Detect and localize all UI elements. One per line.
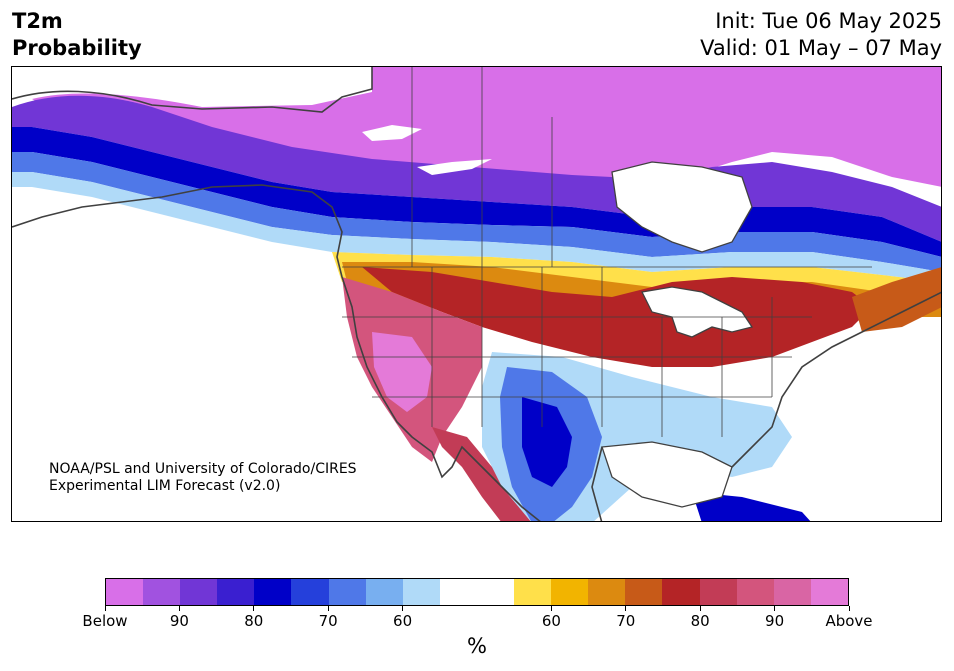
credit-line-2: Experimental LIM Forecast (v2.0) xyxy=(49,478,281,494)
colorbar-tick-label: Below xyxy=(82,612,128,630)
colorbar-tick-label: 80 xyxy=(244,612,264,630)
title-line-2: Probability xyxy=(12,36,142,60)
valid-date-range: Valid: 01 May – 07 May xyxy=(700,36,942,60)
colorbar-segment xyxy=(514,579,552,605)
probability-map xyxy=(11,66,942,522)
colorbar-segment xyxy=(291,579,329,605)
colorbar-tick-mark xyxy=(104,606,106,611)
light-blue-band xyxy=(12,172,941,282)
map-canvas xyxy=(12,67,941,521)
title-line-1: T2m xyxy=(12,9,63,33)
colorbar-tick-label: 60 xyxy=(541,612,561,630)
colorbar-segment xyxy=(699,579,737,605)
colorbar-segment xyxy=(810,579,848,605)
colorbar-segment xyxy=(476,579,515,605)
colorbar-tick-mark xyxy=(550,606,552,611)
colorbar-tick-mark xyxy=(253,606,255,611)
colorbar-tick-mark xyxy=(327,606,329,611)
south-central-cold-core xyxy=(522,397,572,487)
colorbar-segment xyxy=(365,579,403,605)
gulf-of-mexico xyxy=(601,441,733,508)
map-title: T2m Probability xyxy=(12,8,142,62)
mexico-warm-region xyxy=(432,427,531,521)
colorbar-tick-label: 60 xyxy=(393,612,413,630)
credit-line-1: NOAA/PSL and University of Colorado/CIRE… xyxy=(49,461,357,477)
colorbar-tick-mark xyxy=(848,606,850,611)
colorbar-segment xyxy=(328,579,366,605)
colorbar-segment xyxy=(625,579,663,605)
colorbar-tick-mark xyxy=(625,606,627,611)
colorbar-segment xyxy=(143,579,181,605)
colorbar-segment xyxy=(662,579,700,605)
colorbar-segment xyxy=(402,579,440,605)
colorbar-segment xyxy=(773,579,811,605)
colorbar-segment xyxy=(106,579,144,605)
colorbar-tick-mark xyxy=(699,606,701,611)
hudson-bay xyxy=(611,161,753,253)
colorbar-tick-mark xyxy=(178,606,180,611)
colorbar-segment xyxy=(736,579,774,605)
colorbar-tick-label: Above xyxy=(825,612,873,630)
colorbar-unit: % xyxy=(467,634,487,658)
credit-text: NOAA/PSL and University of Colorado/CIRE… xyxy=(49,461,357,495)
init-date: Init: Tue 06 May 2025 xyxy=(715,9,942,33)
colorbar-tick-label: 80 xyxy=(690,612,710,630)
coastline xyxy=(12,67,941,521)
western-above-region xyxy=(372,332,432,412)
colorbar-tick-mark xyxy=(402,606,404,611)
great-bear-lake xyxy=(362,125,422,141)
caribbean-cold-region xyxy=(692,492,811,521)
colorbar-segment xyxy=(180,579,218,605)
colorbar-segment xyxy=(588,579,626,605)
colorbar-segment xyxy=(254,579,292,605)
colorbar-tick-label: 90 xyxy=(169,612,189,630)
colorbar-segment xyxy=(217,579,255,605)
colorbar-segment xyxy=(551,579,589,605)
forecast-dates: Init: Tue 06 May 2025 Valid: 01 May – 07… xyxy=(700,8,942,62)
political-boundaries xyxy=(342,67,872,437)
colorbar-tick-label: 90 xyxy=(765,612,785,630)
colorbar-tick-label: 70 xyxy=(318,612,338,630)
northeast-warm-region xyxy=(852,267,941,332)
colorbar-tick-mark xyxy=(774,606,776,611)
great-slave-lake xyxy=(417,159,492,175)
colorbar xyxy=(105,578,849,606)
colorbar-segment xyxy=(439,579,477,605)
colorbar-tick-label: 70 xyxy=(616,612,636,630)
